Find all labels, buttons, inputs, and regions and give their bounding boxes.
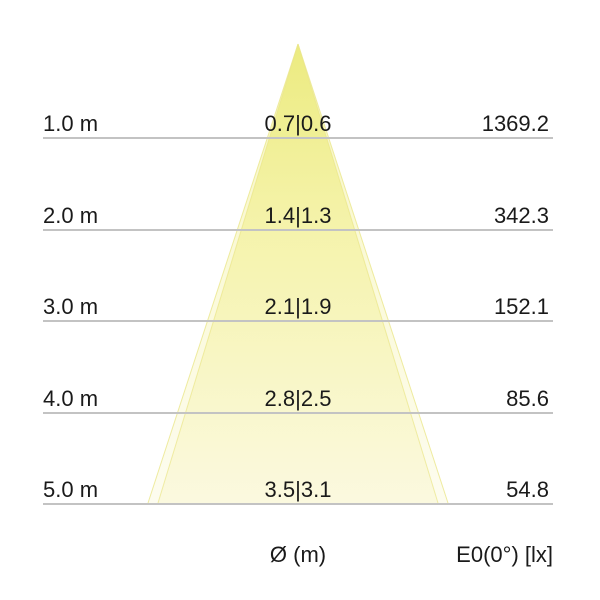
illuminance-value: 342.3 <box>493 203 549 228</box>
table-row: 1.0 m 0.7|0.6 1369.2 <box>43 105 553 139</box>
diameter-value: 2.8|2.5 <box>264 386 332 411</box>
illuminance-value: 85.6 <box>506 386 549 411</box>
table-row: 4.0 m 2.8|2.5 85.6 <box>43 380 553 414</box>
diameter-axis-label: Ø (m) <box>269 542 327 567</box>
illuminance-value: 1369.2 <box>481 111 549 136</box>
diameter-value: 2.1|1.9 <box>264 294 332 319</box>
distance-label: 1.0 m <box>43 111 99 136</box>
table-row: 2.0 m 1.4|1.3 342.3 <box>43 197 553 231</box>
outer-cone-right-edge <box>297 43 449 504</box>
diameter-value: 3.5|3.1 <box>264 477 332 502</box>
distance-label: 4.0 m <box>43 386 99 411</box>
inner-cone-right-edge <box>297 43 439 504</box>
distance-label: 3.0 m <box>43 294 99 319</box>
illuminance-axis-label: E0(0°) [lx] <box>456 542 553 567</box>
diameter-value: 1.4|1.3 <box>264 203 332 228</box>
column-labels: Ø (m) E0(0°) [lx] <box>43 536 553 566</box>
table-row: 5.0 m 3.5|3.1 54.8 <box>43 471 553 505</box>
outer-cone-left-edge <box>147 43 299 504</box>
illuminance-value: 152.1 <box>493 294 549 319</box>
distance-label: 2.0 m <box>43 203 99 228</box>
inner-cone-left-edge <box>157 43 299 504</box>
illuminance-value: 54.8 <box>506 477 549 502</box>
distance-label: 5.0 m <box>43 477 99 502</box>
diameter-value: 0.7|0.6 <box>264 111 332 136</box>
table-row: 3.0 m 2.1|1.9 152.1 <box>43 288 553 322</box>
inner-beam-cone <box>158 44 438 503</box>
